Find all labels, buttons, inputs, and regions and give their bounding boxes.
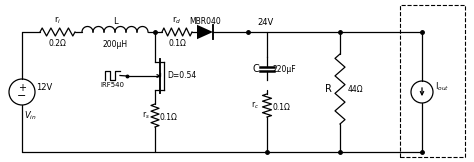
- Text: r$_d$: r$_d$: [173, 15, 182, 26]
- Text: L: L: [113, 17, 117, 26]
- Text: 0.1Ω: 0.1Ω: [273, 104, 291, 112]
- Text: MBR040: MBR040: [189, 17, 221, 26]
- Polygon shape: [197, 25, 213, 39]
- Text: 0.1Ω: 0.1Ω: [160, 114, 178, 122]
- Text: 0.2Ω: 0.2Ω: [48, 39, 66, 48]
- Text: 24V: 24V: [258, 18, 274, 27]
- Text: r$_s$: r$_s$: [142, 109, 150, 121]
- Text: 0.1Ω: 0.1Ω: [168, 39, 186, 48]
- Text: r$_c$: r$_c$: [251, 99, 259, 111]
- Text: $V_{in}$: $V_{in}$: [24, 110, 36, 122]
- Text: 220μF: 220μF: [273, 64, 297, 74]
- Bar: [400, 5, 465, 157]
- Text: r$_i$: r$_i$: [54, 15, 61, 26]
- Text: IRF540: IRF540: [100, 82, 125, 88]
- Text: +: +: [18, 83, 26, 93]
- Text: 44Ω: 44Ω: [348, 85, 364, 93]
- Text: I$_{out}$: I$_{out}$: [435, 81, 449, 93]
- Text: 12V: 12V: [36, 82, 52, 92]
- Text: R: R: [325, 84, 332, 94]
- Text: D=0.54: D=0.54: [167, 71, 196, 81]
- Text: 200μH: 200μH: [102, 40, 128, 49]
- Text: C: C: [252, 64, 259, 74]
- Text: −: −: [18, 91, 27, 101]
